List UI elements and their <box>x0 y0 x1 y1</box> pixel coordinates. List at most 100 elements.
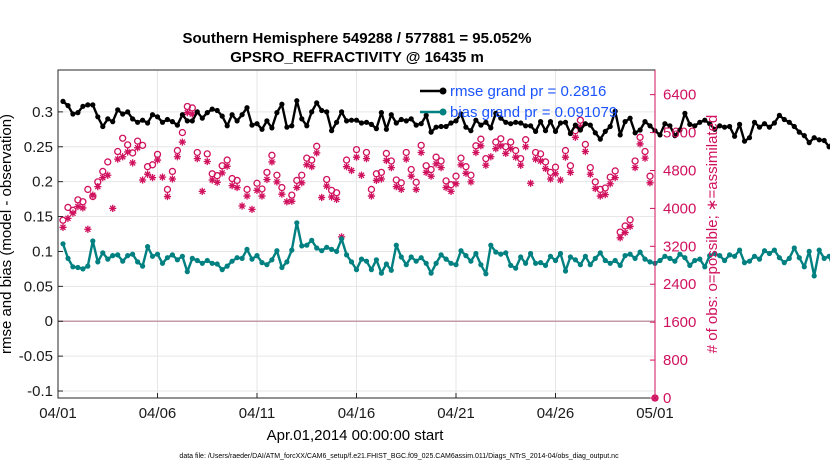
obs-assimilated-marker <box>124 148 132 156</box>
rmse-marker <box>229 112 235 118</box>
bias-marker <box>493 249 499 255</box>
rmse-marker <box>503 119 509 125</box>
obs-assimilated-marker <box>636 140 644 148</box>
bias-marker <box>468 258 474 264</box>
obs-possible-marker <box>561 146 570 155</box>
bias-marker <box>378 270 384 276</box>
y-right-tick-label: 4800 <box>663 162 696 179</box>
obs-possible-marker <box>407 165 415 174</box>
rmse-marker <box>140 117 146 123</box>
rmse-marker <box>498 115 504 121</box>
bias-marker <box>508 262 514 268</box>
obs-possible-marker <box>497 135 505 143</box>
obs-possible-marker <box>442 177 450 185</box>
bias-marker <box>259 260 265 266</box>
rmse-marker <box>732 133 738 139</box>
obs-assimilated-marker <box>407 172 415 180</box>
bias-marker <box>712 250 718 257</box>
x-tick-label: 04/06 <box>139 405 177 422</box>
rmse-marker <box>796 129 802 135</box>
bias-marker <box>622 253 628 259</box>
obs-possible-marker <box>133 137 142 145</box>
obs-assimilated-marker <box>477 142 485 150</box>
rmse-marker <box>135 119 141 125</box>
bias-marker <box>498 251 504 257</box>
bias-marker <box>413 258 419 264</box>
obs-possible-marker <box>566 162 575 170</box>
bias-marker <box>672 258 678 264</box>
obs-possible-marker <box>233 176 241 185</box>
obs-possible-marker <box>591 178 599 186</box>
obs-possible-marker <box>432 153 440 161</box>
rmse-marker <box>642 119 648 125</box>
obs-assimilated-marker <box>213 178 221 186</box>
rmse-marker <box>577 127 584 133</box>
bias-marker <box>552 257 559 264</box>
bias-marker <box>732 253 738 259</box>
obs-possible-marker <box>278 183 286 192</box>
bias-marker <box>179 253 185 259</box>
x-tick-label: 04/26 <box>537 405 575 422</box>
obs-possible-marker <box>531 148 540 157</box>
obs-assimilated-marker <box>238 202 246 210</box>
rmse-marker <box>786 119 792 125</box>
rmse-marker <box>249 122 255 128</box>
rmse-marker <box>299 116 305 122</box>
rmse-marker <box>319 107 325 114</box>
obs-assimilated-marker <box>502 149 510 158</box>
rmse-marker <box>821 137 827 144</box>
y-left-tick-label: -0.05 <box>19 348 53 365</box>
rmse-marker <box>587 122 593 128</box>
obs-possible-marker <box>576 116 585 124</box>
rmse-marker <box>562 119 569 125</box>
rmse-marker <box>329 128 335 134</box>
obs-assimilated-marker <box>362 155 371 163</box>
obs-assimilated-marker <box>591 184 599 193</box>
bias-marker <box>816 247 822 253</box>
bias-marker <box>423 260 429 266</box>
bias-marker <box>428 270 434 276</box>
obs-possible-marker <box>178 128 187 137</box>
bias-marker <box>403 262 409 268</box>
obs-assimilated-marker <box>99 173 107 182</box>
rmse-marker <box>662 121 668 127</box>
rmse-marker <box>159 119 166 125</box>
rmse-marker <box>423 112 429 118</box>
obs-assimilated-marker <box>328 193 336 201</box>
obs-count-series <box>59 102 659 402</box>
obs-assimilated-marker <box>467 178 475 186</box>
y-right-tick-label: 0 <box>663 390 671 407</box>
rmse-marker <box>164 116 170 123</box>
rmse-marker <box>657 132 663 138</box>
rmse-marker <box>493 110 499 116</box>
rmse-marker <box>254 121 260 127</box>
obs-assimilated-marker <box>273 178 281 186</box>
obs-assimilated-marker <box>517 161 525 169</box>
obs-assimilated-marker <box>377 175 385 183</box>
bias-marker <box>140 263 146 269</box>
obs-assimilated-marker <box>198 187 206 195</box>
obs-assimilated-marker <box>308 163 316 171</box>
bias-marker <box>766 250 773 257</box>
bias-marker <box>761 248 768 254</box>
rmse-marker <box>413 122 419 128</box>
y-left-tick-label: 0.3 <box>32 104 53 121</box>
obs-assimilated-marker <box>367 192 376 200</box>
rmse-marker <box>771 120 778 126</box>
bias-marker <box>214 261 220 267</box>
x-tick-label: 04/16 <box>338 405 376 422</box>
rmse-marker <box>120 111 126 117</box>
obs-assimilated-marker <box>134 144 142 152</box>
bias-marker <box>169 252 175 258</box>
y-right-tick-label: 1600 <box>663 314 696 331</box>
rmse-marker <box>602 128 608 134</box>
obs-possible-marker <box>492 138 500 146</box>
obs-possible-marker <box>268 151 276 159</box>
rmse-marker <box>692 123 698 129</box>
rmse-marker <box>761 121 768 127</box>
obs-assimilated-marker <box>143 170 152 178</box>
bias-marker <box>418 255 424 261</box>
rmse-marker <box>523 123 529 129</box>
obs-assimilated-marker <box>318 193 326 202</box>
bias-marker <box>811 273 817 279</box>
